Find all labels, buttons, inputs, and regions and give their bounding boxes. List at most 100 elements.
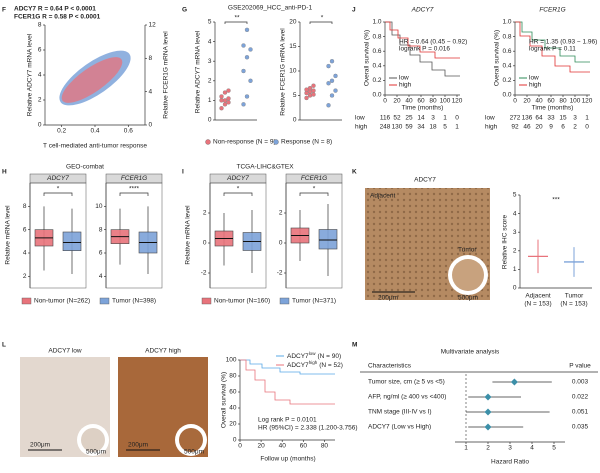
risk-count: 59 bbox=[405, 124, 413, 131]
significance: * bbox=[313, 186, 316, 193]
annotation: Log rank P = 0.0101 bbox=[258, 417, 317, 424]
axis-label: Relative mRNA level bbox=[5, 205, 12, 265]
significance: **** bbox=[129, 186, 140, 193]
annotation: logrank P = 0.016 bbox=[399, 46, 450, 53]
annotation: HR = 0.64 (0.45 − 0.92) bbox=[399, 39, 467, 46]
tick-label: 80 bbox=[429, 98, 437, 105]
tick-label: 4 bbox=[23, 250, 27, 257]
tick-label: 6 bbox=[23, 226, 27, 233]
legend-entry: Tumor (N=371) bbox=[292, 298, 336, 305]
bracket bbox=[43, 192, 73, 196]
dot bbox=[304, 95, 309, 101]
scale-label: 200μm bbox=[378, 295, 398, 302]
panel-label: K bbox=[352, 169, 357, 176]
image-label: Tumor bbox=[458, 247, 477, 254]
tick-label: 60 bbox=[417, 98, 425, 105]
row-label: ADCY7 (Low vs High) bbox=[368, 424, 431, 431]
annotation: HR (95%CI) = 2.338 (1.200-3.756) bbox=[258, 425, 358, 432]
dot bbox=[244, 94, 250, 99]
risk-count: 46 bbox=[523, 124, 531, 131]
risk-count: 1 bbox=[443, 115, 447, 122]
risk-count: 92 bbox=[511, 124, 519, 131]
tick-label: 0 bbox=[203, 240, 207, 247]
dot bbox=[222, 98, 228, 103]
row-label: AFP, ng/ml (≥ 400 vs <400) bbox=[368, 394, 446, 401]
panel-title: TCGA-LIHC&GTEX bbox=[236, 164, 294, 171]
tick-label: 100 bbox=[440, 98, 451, 105]
x-tick-label: Tumor bbox=[565, 293, 584, 300]
risk-count: 14 bbox=[417, 115, 425, 122]
legend-name: ADCY7 bbox=[287, 353, 309, 360]
axis-label: Overall survival (%) bbox=[364, 30, 371, 86]
legend-entry: low bbox=[399, 75, 409, 82]
tick-label: 120 bbox=[452, 98, 463, 105]
x-tick-label: (N = 153) bbox=[524, 301, 551, 308]
facet-label: ADCY7 bbox=[46, 175, 69, 182]
tick-label: 0.4 bbox=[502, 63, 511, 70]
legend-entry: high bbox=[399, 82, 412, 89]
tick-label: 8 bbox=[99, 226, 103, 233]
risk-count: 5 bbox=[443, 124, 447, 131]
tick-label: 20 bbox=[229, 421, 237, 428]
dot bbox=[241, 43, 246, 48]
axis-label: Relative FCER1G mRNA level bbox=[163, 31, 170, 119]
dot bbox=[333, 73, 338, 79]
legend-swatch bbox=[279, 297, 290, 305]
panel-label: L bbox=[2, 342, 6, 349]
tick-label: 0.0 bbox=[372, 92, 381, 99]
tick-label: 0 bbox=[238, 443, 242, 450]
risk-count: 1 bbox=[455, 124, 459, 131]
risk-label: high bbox=[355, 124, 368, 131]
panel-label: H bbox=[2, 169, 7, 176]
p-value: 0.003 bbox=[572, 379, 589, 386]
annotation: HR = 1.35 (0.93 − 1.96) bbox=[529, 39, 597, 46]
legend-entry: Non-response (N = 9) bbox=[213, 139, 276, 146]
risk-label: low bbox=[355, 115, 365, 122]
p-value: 0.022 bbox=[572, 394, 589, 401]
hr-marker bbox=[484, 408, 492, 416]
tick-label: -2 bbox=[277, 270, 283, 277]
tick-label: 20 bbox=[289, 19, 297, 26]
dot bbox=[326, 81, 331, 86]
tick-label: 120 bbox=[582, 98, 593, 105]
dot bbox=[329, 59, 335, 64]
tick-label: 2 bbox=[203, 210, 207, 217]
tick-label: 100 bbox=[570, 98, 581, 105]
tick-label: 15 bbox=[289, 43, 297, 50]
axis-label: Time (months) bbox=[402, 105, 444, 112]
risk-count: 25 bbox=[405, 115, 413, 122]
legend-entry: Non-tumor (N=160) bbox=[214, 298, 270, 305]
dot bbox=[244, 27, 250, 33]
hr-marker bbox=[484, 423, 492, 431]
tick-label: 3 bbox=[508, 445, 512, 452]
scale-label: 500μm bbox=[458, 295, 478, 302]
tick-label: 5 bbox=[552, 445, 556, 452]
legend-entry: Response (N = 8) bbox=[281, 139, 332, 146]
dot bbox=[222, 90, 228, 95]
risk-count: 18 bbox=[429, 124, 437, 131]
legend-n: (N = 90) bbox=[317, 353, 341, 360]
tick-label: 5 bbox=[293, 92, 297, 99]
legend-entry: high bbox=[529, 82, 542, 89]
tick-label: 2 bbox=[513, 248, 517, 255]
tick-label: 6 bbox=[99, 250, 103, 257]
legend-swatch bbox=[99, 297, 110, 305]
axis-label: Overall survival (%) bbox=[221, 372, 228, 428]
risk-count: 34 bbox=[417, 124, 425, 131]
hr-marker bbox=[510, 378, 518, 386]
risk-count: 248 bbox=[380, 124, 391, 131]
scatter-cloud bbox=[59, 50, 131, 106]
tick-label: 4 bbox=[530, 445, 534, 452]
legend-swatch bbox=[205, 139, 211, 145]
risk-count: 33 bbox=[547, 115, 555, 122]
axis-label: Overall survival (%) bbox=[494, 30, 501, 86]
panel-title: GEO-combat bbox=[66, 164, 104, 171]
panel-label: J bbox=[352, 7, 356, 14]
tick-label: 0 bbox=[513, 98, 517, 105]
tick-label: 4 bbox=[513, 210, 517, 217]
dot bbox=[326, 63, 331, 69]
risk-count: 20 bbox=[535, 124, 543, 131]
significance: * bbox=[321, 15, 324, 22]
bracket bbox=[299, 192, 329, 196]
risk-count: 116 bbox=[380, 115, 391, 122]
